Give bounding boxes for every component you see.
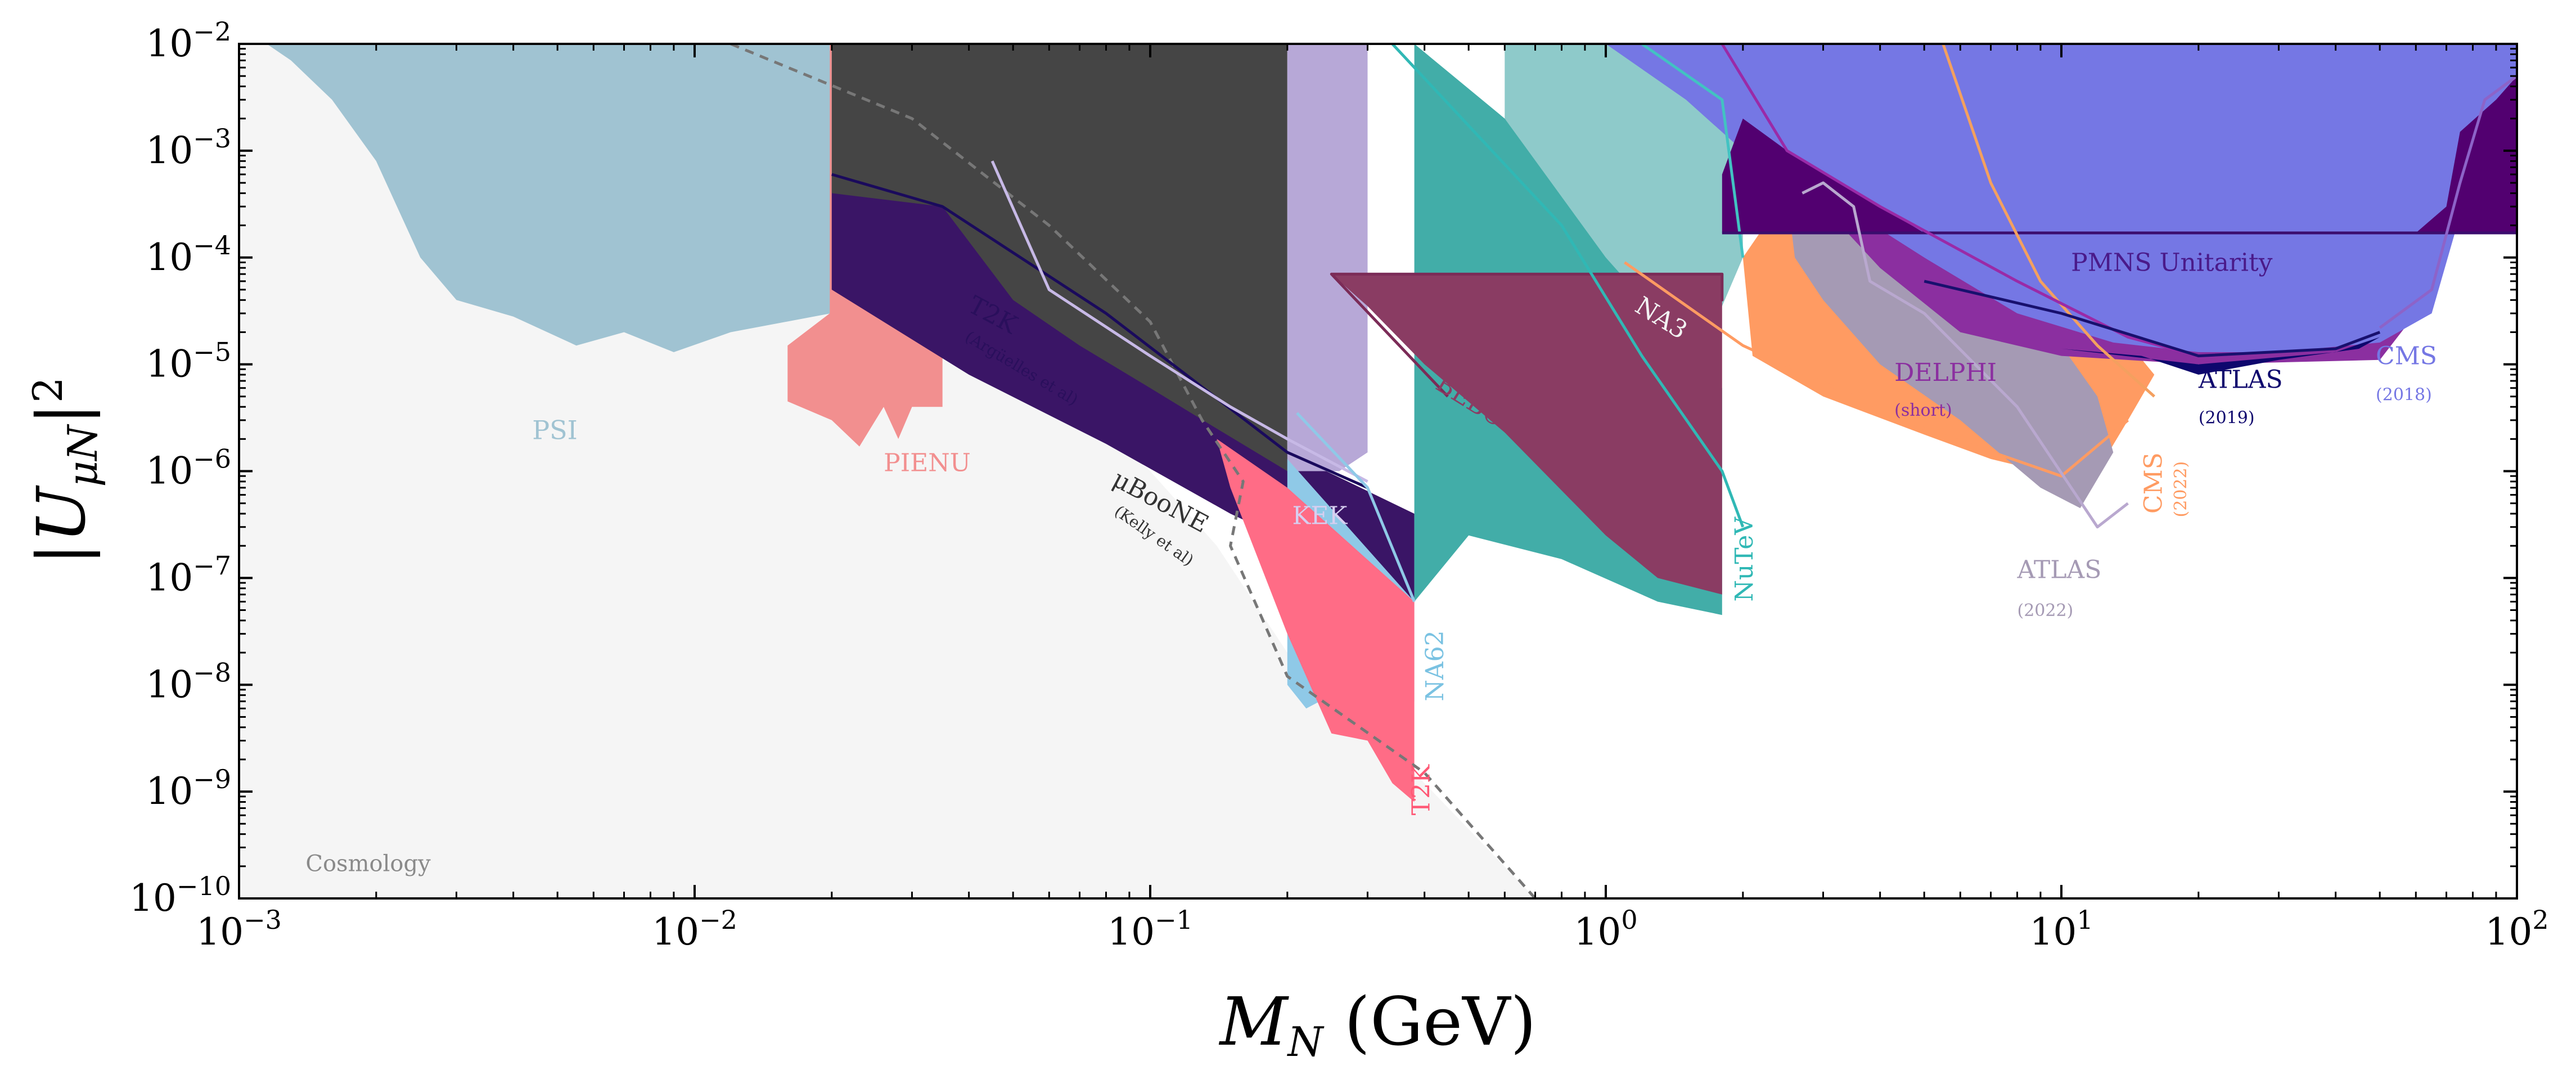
y-tick-label-2: 10−8 [146, 657, 231, 706]
y-tick-label-6: 10−4 [146, 230, 231, 279]
curve-cms-2022-line [1624, 261, 2129, 478]
region-cms-2018 [1606, 44, 2517, 352]
curve-charm-frame [1330, 272, 1724, 398]
label-23: Cosmology [305, 851, 431, 877]
curve-uboone-line [990, 160, 1368, 483]
region-charm [1331, 274, 1722, 595]
label-20: (2022) [2171, 461, 2191, 518]
x-axis-title: MN (GeV) [1219, 983, 1537, 1065]
label-13: (short) [1894, 401, 1952, 420]
label-12: DELPHI [1894, 358, 1997, 387]
label-14: PMNS Unitarity [2071, 248, 2272, 277]
x-tick-label-1: 10−2 [652, 905, 737, 954]
curve-atlas-2019-line [1924, 280, 2381, 358]
label-17: CMS [2376, 342, 2437, 371]
y-tick-label-5: 10−5 [146, 337, 231, 386]
curve-nutev-line [1391, 44, 1745, 528]
constraint-curves [730, 44, 2517, 898]
y-axis-title: |UμN|2 [22, 377, 106, 565]
exclusion-regions [239, 44, 2517, 898]
axis-titles: MN (GeV) |UμN|2 [22, 377, 1536, 1065]
y-tick-label-8: 10−2 [146, 16, 231, 65]
region-atlas-2019 [2061, 337, 2380, 375]
curve-na62-line [1296, 412, 1416, 603]
label-7: NA62 [1421, 630, 1449, 701]
x-tick-label-4: 101 [2029, 905, 2093, 954]
label-8: T2K [1407, 764, 1435, 815]
region-pmns-unitarity [1722, 76, 2517, 233]
curve-na3-line [1641, 44, 1745, 258]
label-16: (2019) [2199, 408, 2255, 428]
region-delphi-short [1787, 150, 2416, 365]
y-tick-label-4: 10−6 [146, 444, 231, 493]
label-15: ATLAS [2198, 366, 2283, 394]
region-t2k-hnl [1217, 439, 1415, 802]
label-19: CMS [2139, 452, 2168, 514]
curve-delphi-line [1721, 44, 2199, 358]
label-1: PIENU [884, 449, 971, 478]
label-22: (2022) [2017, 601, 2074, 621]
label-6: KEK [1292, 501, 1348, 530]
label-21: ATLAS [2017, 555, 2102, 584]
y-tick-label-7: 10−3 [146, 123, 231, 172]
y-tick-label-3: 10−7 [146, 550, 231, 599]
label-0: PSI [532, 415, 578, 445]
label-11: NuTeV [1730, 516, 1759, 602]
x-tick-label-2: 10−1 [1107, 905, 1193, 954]
curve-atlas-2022-line [1802, 181, 2129, 529]
curve-cms-orange-line [1942, 44, 2155, 398]
x-tick-label-3: 100 [1574, 905, 1637, 954]
label-18: (2018) [2376, 385, 2432, 405]
curve-cms-2018-line [2379, 75, 2517, 329]
region-kek [1287, 44, 1368, 471]
x-tick-label-5: 102 [2485, 905, 2548, 954]
y-tick-label-1: 10−9 [146, 764, 231, 813]
x-tick-label-0: 10−3 [196, 905, 282, 954]
curve-t2k-boundary [831, 173, 1368, 489]
region-psi [267, 44, 831, 352]
